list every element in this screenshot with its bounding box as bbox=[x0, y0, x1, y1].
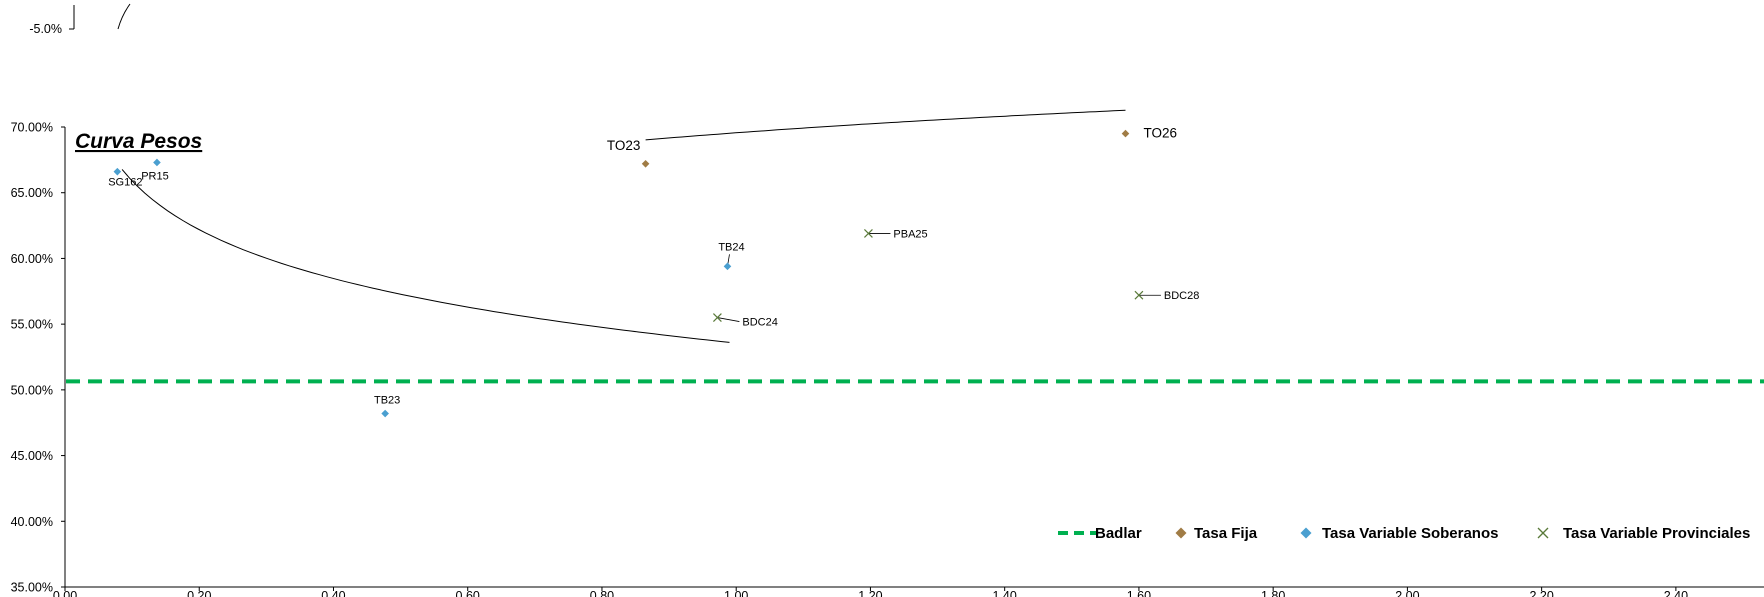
point-label: BDC24 bbox=[742, 317, 777, 329]
x-marker bbox=[1134, 290, 1144, 300]
x-axis-ticks: 0.00 0.20 0.40 0.60 0.80 1.00 1.20 1.40 1.60 1.80… bbox=[53, 587, 1688, 597]
point-tb24: TB24 bbox=[718, 241, 745, 271]
trendlines bbox=[121, 109, 1126, 343]
point-label: PR15 bbox=[141, 170, 169, 182]
y-tick-label: 40.00% bbox=[11, 515, 53, 529]
legend-item-provinciales: Tasa Variable Provinciales bbox=[1537, 525, 1750, 542]
legend-soberanos-label: Tasa Variable Soberanos bbox=[1322, 525, 1498, 542]
point-label: TO23 bbox=[607, 138, 641, 153]
x-tick-label: 1.40 bbox=[993, 589, 1017, 597]
chart-title: Curva Pesos bbox=[75, 130, 202, 153]
x-tick-label: 1.60 bbox=[1127, 589, 1151, 597]
legend: Badlar Tasa Fija Tasa Variable Soberanos… bbox=[1058, 525, 1750, 542]
y-tick-label: 35.00% bbox=[11, 581, 53, 595]
point-label: BDC28 bbox=[1164, 290, 1199, 302]
point-pr15: PR15 bbox=[141, 158, 169, 182]
diamond-marker bbox=[381, 409, 389, 418]
diamond-marker bbox=[113, 167, 122, 176]
x-tick-label: 0.60 bbox=[456, 589, 480, 597]
x-tick-label: 0.40 bbox=[321, 589, 345, 597]
x-marker bbox=[864, 229, 873, 238]
partial-axis-label: -5.0% bbox=[29, 22, 62, 36]
point-bdc28: BDC28 bbox=[1134, 290, 1199, 302]
leader-line bbox=[717, 317, 740, 322]
point-to26: TO26 bbox=[1121, 126, 1177, 141]
point-label: TO26 bbox=[1143, 126, 1177, 141]
plot-area: 35.00% 40.00% 45.00% 50.00% 55.00% 60.00% 65.0… bbox=[11, 109, 1764, 597]
y-axis-ticks: 35.00% 40.00% 45.00% 50.00% 55.00% 60.00% 65.0… bbox=[11, 121, 65, 595]
x-tick-label: 0.00 bbox=[53, 589, 77, 597]
y-tick-label: 55.00% bbox=[11, 318, 53, 332]
point-pba25: PBA25 bbox=[864, 228, 928, 240]
diamond-marker bbox=[1121, 129, 1130, 138]
point-label: PBA25 bbox=[893, 228, 927, 240]
trendline-fija bbox=[645, 109, 1126, 141]
point-sg162: SG162 bbox=[108, 167, 142, 189]
legend-tasa-fija-marker bbox=[1175, 527, 1187, 539]
legend-item-badlar: Badlar bbox=[1058, 525, 1142, 542]
point-label: TB23 bbox=[374, 395, 400, 407]
point-label: TB24 bbox=[718, 241, 744, 253]
partial-chart-remnant: -5.0% bbox=[29, 3, 131, 36]
y-tick-label: 50.00% bbox=[11, 383, 53, 397]
y-tick-label: 65.00% bbox=[11, 186, 53, 200]
diamond-marker bbox=[153, 158, 161, 167]
point-label: SG162 bbox=[108, 177, 142, 189]
x-tick-label: 0.20 bbox=[187, 589, 211, 597]
x-tick-label: 0.80 bbox=[590, 589, 614, 597]
point-tb23: TB23 bbox=[374, 395, 400, 418]
point-to23: TO23 bbox=[607, 138, 650, 168]
legend-provinciales-marker bbox=[1537, 527, 1549, 539]
diamond-marker bbox=[641, 160, 650, 168]
x-tick-label: 1.00 bbox=[724, 589, 748, 597]
partial-series-line bbox=[117, 3, 131, 30]
x-tick-label: 1.20 bbox=[858, 589, 882, 597]
legend-provinciales-label: Tasa Variable Provinciales bbox=[1563, 525, 1750, 542]
y-tick-label: 45.00% bbox=[11, 449, 53, 463]
legend-badlar-label: Badlar bbox=[1095, 525, 1142, 542]
x-tick-label: 2.00 bbox=[1395, 589, 1419, 597]
y-tick-label: 70.00% bbox=[11, 121, 53, 135]
x-tick-label: 1.80 bbox=[1261, 589, 1285, 597]
x-tick-label: 2.40 bbox=[1664, 589, 1688, 597]
x-marker bbox=[712, 313, 722, 322]
trendline-soberanos bbox=[121, 169, 730, 343]
x-tick-label: 2.20 bbox=[1529, 589, 1553, 597]
point-bdc24: BDC24 bbox=[712, 313, 778, 329]
legend-item-soberanos: Tasa Variable Soberanos bbox=[1300, 525, 1498, 542]
legend-item-tasa-fija: Tasa Fija bbox=[1175, 525, 1258, 542]
legend-tasa-fija-label: Tasa Fija bbox=[1194, 525, 1258, 542]
y-tick-label: 60.00% bbox=[11, 252, 53, 266]
legend-soberanos-marker bbox=[1300, 527, 1312, 539]
diamond-marker bbox=[723, 262, 732, 271]
